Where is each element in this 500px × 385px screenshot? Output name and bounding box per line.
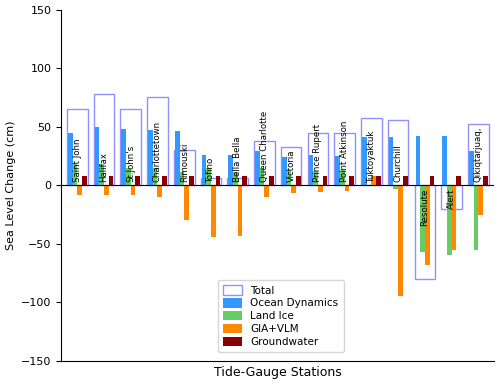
Bar (264, 185, 269, 197)
Bar (94, 127, 100, 185)
Bar (308, 132, 328, 185)
Bar (388, 120, 408, 185)
Bar (255, 151, 260, 185)
Text: Bella Bella: Bella Bella (233, 136, 242, 182)
Bar (104, 185, 108, 194)
Bar (122, 129, 126, 185)
Bar (202, 155, 206, 185)
Bar (281, 147, 301, 185)
Bar (442, 136, 447, 185)
Bar (175, 131, 180, 185)
Bar (158, 185, 162, 197)
Bar (68, 132, 72, 185)
Text: Tofino: Tofino (206, 156, 216, 182)
Bar (200, 178, 222, 185)
Bar (398, 185, 403, 296)
Bar (322, 176, 328, 185)
Bar (468, 124, 488, 185)
Y-axis label: Sea Level Change (cm): Sea Level Change (cm) (6, 121, 16, 250)
Bar (206, 167, 211, 185)
Bar (174, 150, 195, 185)
Text: Resolute: Resolute (420, 189, 430, 226)
Text: Charlottetown: Charlottetown (153, 121, 162, 182)
Bar (447, 185, 452, 256)
Bar (148, 130, 153, 185)
Bar (94, 94, 114, 185)
Bar (254, 141, 275, 185)
Bar (414, 185, 435, 279)
Bar (100, 164, 104, 185)
Bar (126, 167, 130, 185)
Bar (108, 176, 114, 185)
Bar (291, 185, 296, 193)
Text: Rimouski: Rimouski (180, 142, 188, 182)
Bar (376, 176, 381, 185)
Bar (228, 178, 248, 185)
Bar (184, 185, 189, 220)
Text: Victoria: Victoria (286, 149, 296, 182)
Bar (430, 176, 434, 185)
Text: Queen Charlotte: Queen Charlotte (260, 110, 269, 182)
Legend: Total, Ocean Dynamics, Land Ice, GIA+VLM, Groundwater: Total, Ocean Dynamics, Land Ice, GIA+VLM… (218, 280, 344, 352)
Text: Halifax: Halifax (100, 152, 108, 182)
Text: Point Atkinson: Point Atkinson (340, 121, 349, 182)
Bar (361, 119, 382, 185)
Bar (362, 137, 366, 185)
Bar (334, 132, 355, 185)
Bar (318, 185, 322, 192)
Bar (82, 176, 86, 185)
Bar (216, 176, 220, 185)
Text: Alert: Alert (447, 189, 456, 209)
Text: Prince Rupert: Prince Rupert (314, 124, 322, 182)
Bar (350, 176, 354, 185)
Bar (147, 97, 168, 185)
Bar (336, 156, 340, 185)
Bar (478, 185, 483, 214)
Bar (416, 136, 420, 185)
Bar (162, 176, 167, 185)
Bar (314, 171, 318, 185)
Bar (153, 167, 158, 185)
Bar (72, 164, 78, 185)
Bar (474, 185, 478, 249)
Text: Saint John: Saint John (73, 138, 82, 182)
X-axis label: Tide-Gauge Stations: Tide-Gauge Stations (214, 367, 342, 380)
Bar (308, 155, 314, 185)
Bar (136, 176, 140, 185)
Bar (296, 176, 300, 185)
Bar (425, 185, 430, 265)
Bar (189, 176, 194, 185)
Bar (238, 185, 242, 236)
Text: Qikiqtarjuaq,: Qikiqtarjuaq, (474, 126, 483, 182)
Bar (469, 151, 474, 185)
Bar (344, 185, 350, 191)
Bar (452, 185, 456, 249)
Bar (282, 157, 286, 185)
Bar (456, 176, 461, 185)
Bar (269, 176, 274, 185)
Bar (340, 170, 344, 185)
Bar (483, 176, 488, 185)
Bar (211, 185, 216, 237)
Bar (78, 185, 82, 194)
Bar (242, 176, 247, 185)
Bar (228, 155, 233, 185)
Bar (260, 167, 264, 185)
Bar (403, 176, 407, 185)
Bar (389, 137, 394, 185)
Bar (372, 176, 376, 185)
Bar (233, 172, 237, 185)
Bar (120, 109, 141, 185)
Bar (420, 185, 425, 252)
Bar (130, 185, 136, 194)
Bar (442, 185, 462, 209)
Text: Tuktoyaktuk: Tuktoyaktuk (367, 129, 376, 182)
Text: Churchill: Churchill (394, 144, 402, 182)
Bar (286, 170, 291, 185)
Bar (67, 109, 87, 185)
Text: St.John's: St.John's (126, 144, 135, 182)
Bar (394, 185, 398, 189)
Bar (180, 172, 184, 185)
